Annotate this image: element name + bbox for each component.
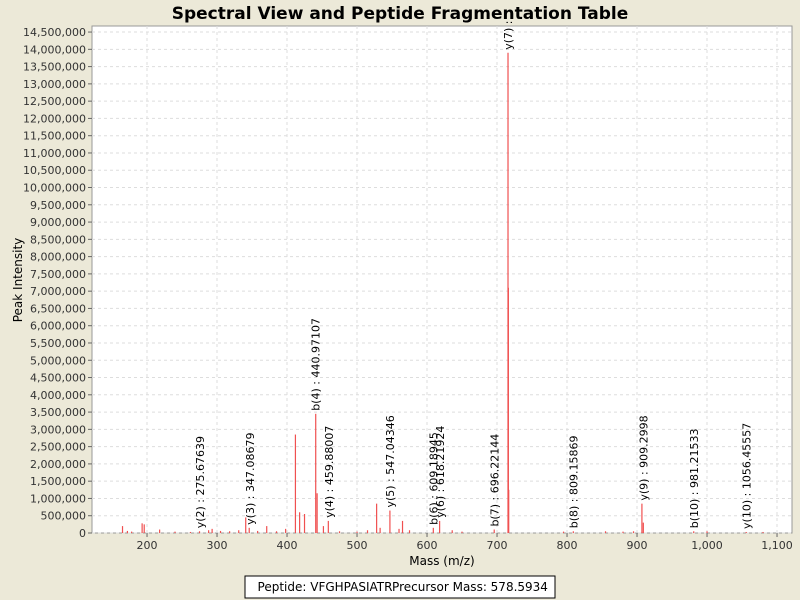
x-tick-label: 200 (137, 539, 158, 552)
info-box (244, 575, 556, 599)
peak-annotation: b(4) : 440.97107 (310, 318, 323, 411)
x-axis-label: Mass (m/z) (409, 554, 474, 568)
y-tick-label: 4,500,000 (30, 372, 86, 385)
x-tick-label: 500 (347, 539, 368, 552)
y-tick-label: 13,000,000 (23, 78, 86, 91)
x-tick-label: 800 (557, 539, 578, 552)
x-tick-label: 400 (277, 539, 298, 552)
y-tick-label: 10,500,000 (23, 164, 86, 177)
y-tick-label: 2,000,000 (30, 458, 86, 471)
y-axis-label: Peak Intensity (11, 238, 25, 323)
y-tick-label: 6,500,000 (30, 302, 86, 315)
y-tick-label: 9,000,000 (30, 216, 86, 229)
peak-annotation: y(7) : (502, 20, 515, 49)
y-tick-label: 13,500,000 (23, 61, 86, 74)
y-tick-label: 4,000,000 (30, 389, 86, 402)
y-tick-label: 14,000,000 (23, 43, 86, 56)
y-tick-label: 11,000,000 (23, 147, 86, 160)
x-tick-label: 300 (207, 539, 228, 552)
y-tick-label: 5,000,000 (30, 354, 86, 367)
y-tick-label: 7,000,000 (30, 285, 86, 298)
y-tick-label: 3,500,000 (30, 406, 86, 419)
peak-annotation: y(3) : 347.08679 (244, 433, 257, 525)
y-tick-label: 7,500,000 (30, 268, 86, 281)
x-tick-label: 1,000 (691, 539, 723, 552)
y-tick-label: 500,000 (41, 510, 87, 523)
y-tick-label: 8,500,000 (30, 233, 86, 246)
y-tick-label: 11,500,000 (23, 130, 86, 143)
peak-annotation: y(5) : 547.04346 (384, 415, 397, 507)
peak-annotation: y(4) : 459.88007 (323, 426, 336, 518)
y-tick-label: 6,000,000 (30, 320, 86, 333)
chart-title: Spectral View and Peptide Fragmentation … (172, 4, 629, 24)
y-tick-label: 10,000,000 (23, 182, 86, 195)
plot-area (91, 25, 793, 534)
x-tick-label: 600 (417, 539, 438, 552)
peak-annotation: b(6) : 609.18945 (427, 432, 440, 525)
x-tick-label: 700 (487, 539, 508, 552)
y-tick-label: 8,000,000 (30, 251, 86, 264)
peak-annotation: b(8) : 809.15869 (567, 436, 580, 529)
y-tick-label: 12,000,000 (23, 112, 86, 125)
y-tick-label: 14,500,000 (23, 26, 86, 39)
peak-annotation: y(6) : 618.21924 (434, 426, 447, 518)
peak-annotation: y(2) : 275.67639 (194, 436, 207, 528)
peak-annotation: y(9) : 909.2998 (638, 415, 651, 500)
y-tick-label: 1,500,000 (30, 475, 86, 488)
y-tick-label: 1,000,000 (30, 492, 86, 505)
peak-annotation: b(7) : 696.22144 (488, 434, 501, 527)
y-tick-label: 5,500,000 (30, 337, 86, 350)
x-tick-label: 900 (627, 539, 648, 552)
y-tick-label: 3,000,000 (30, 423, 86, 436)
peak-annotation: b(10) : 981.21533 (688, 429, 701, 529)
peak-annotation: y(10) : 1056.45557 (741, 423, 754, 529)
x-tick-label: 1,100 (761, 539, 793, 552)
peptide-label: Peptide: VFGHPASIATR (258, 580, 393, 594)
y-tick-label: 9,500,000 (30, 199, 86, 212)
y-tick-label: 0 (79, 527, 86, 540)
y-tick-label: 2,500,000 (30, 441, 86, 454)
precursor-label: Precursor Mass: 578.5934 (392, 580, 548, 594)
y-tick-label: 12,500,000 (23, 95, 86, 108)
